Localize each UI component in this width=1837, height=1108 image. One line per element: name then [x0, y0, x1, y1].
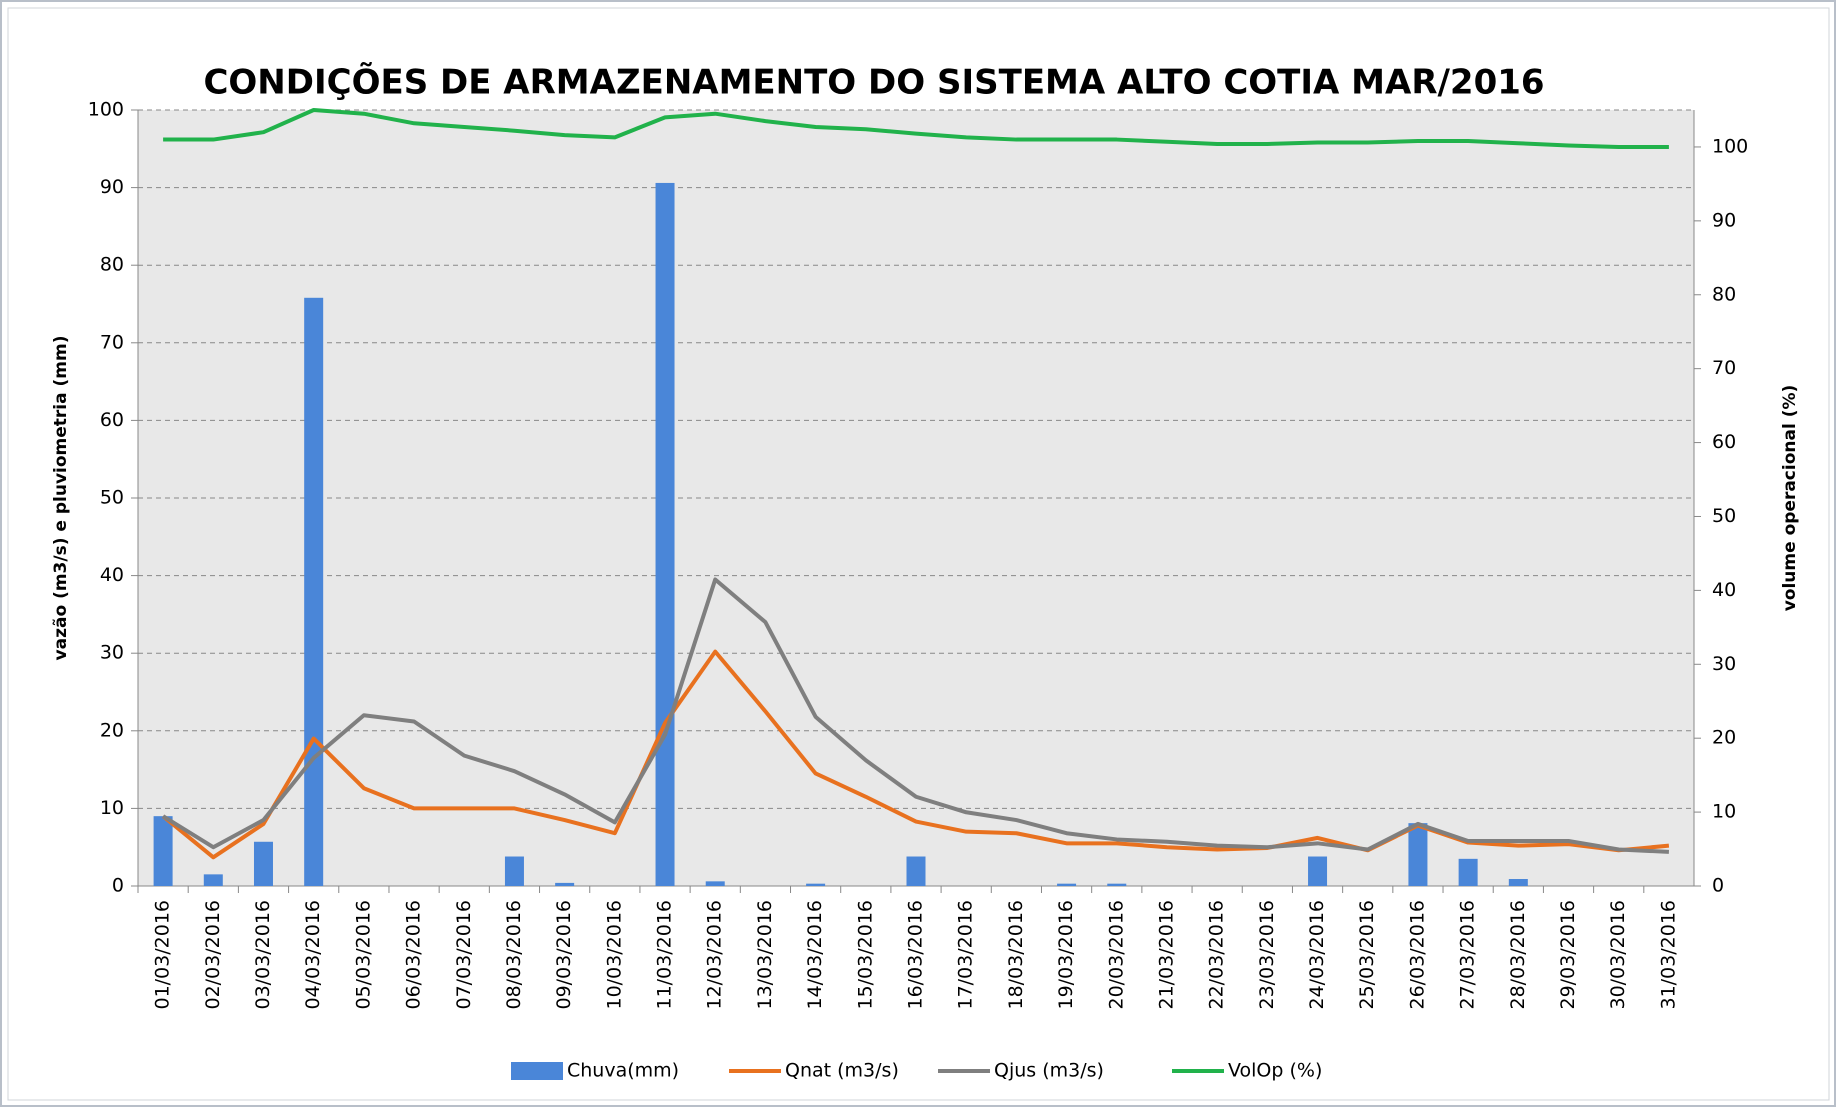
y2-tick-label: 60 — [1712, 431, 1736, 453]
bar — [1458, 858, 1478, 886]
x-tick-label: 28/03/2016 — [1507, 900, 1529, 1010]
x-tick-label: 21/03/2016 — [1155, 900, 1177, 1010]
x-tick-label: 24/03/2016 — [1306, 900, 1328, 1010]
y-tick-label: 70 — [100, 331, 124, 353]
bar — [705, 881, 725, 886]
x-tick-label: 18/03/2016 — [1005, 900, 1027, 1010]
y-tick-label: 60 — [100, 409, 124, 431]
y2-tick-label: 80 — [1712, 283, 1736, 305]
bar — [1057, 883, 1077, 886]
x-tick-label: 02/03/2016 — [202, 900, 224, 1010]
bar — [1508, 879, 1528, 886]
legend-label: Qjus (m3/s) — [994, 1060, 1104, 1082]
x-tick-label: 08/03/2016 — [503, 900, 525, 1010]
y2-axis-title: volume operacional (%) — [1780, 385, 1800, 612]
x-tick-label: 06/03/2016 — [403, 900, 425, 1010]
x-tick-label: 30/03/2016 — [1607, 900, 1629, 1010]
chart-title: CONDIÇÕES DE ARMAZENAMENTO DO SISTEMA AL… — [203, 62, 1544, 103]
x-tick-label: 07/03/2016 — [453, 900, 475, 1010]
bar — [1408, 823, 1428, 886]
bar — [655, 182, 675, 887]
y2-tick-label: 30 — [1712, 653, 1736, 675]
y2-tick-label: 70 — [1712, 357, 1736, 379]
x-tick-label: 09/03/2016 — [553, 900, 575, 1010]
y-tick-label: 80 — [100, 254, 124, 276]
y2-tick-label: 20 — [1712, 727, 1736, 749]
bar — [806, 883, 826, 886]
x-tick-label: 05/03/2016 — [352, 900, 374, 1010]
x-tick-label: 29/03/2016 — [1557, 900, 1579, 1010]
legend-label: VolOp (%) — [1228, 1060, 1322, 1082]
line-series — [163, 108, 1669, 149]
bar — [555, 882, 575, 886]
bar — [1308, 856, 1328, 886]
y2-tick-label: 0 — [1712, 875, 1724, 897]
x-tick-label: 17/03/2016 — [955, 900, 977, 1010]
y-tick-label: 10 — [100, 797, 124, 819]
x-tick-label: 31/03/2016 — [1657, 900, 1679, 1010]
x-tick-label: 25/03/2016 — [1356, 900, 1378, 1010]
x-tick-label: 15/03/2016 — [854, 900, 876, 1010]
y-tick-label: 90 — [100, 176, 124, 198]
y-tick-label: 100 — [88, 99, 124, 121]
y-axis-title: vazão (m3/s) e pluviometria (mm) — [51, 336, 71, 661]
x-tick-label: 16/03/2016 — [905, 900, 927, 1010]
x-tick-label: 20/03/2016 — [1105, 900, 1127, 1010]
bar — [304, 297, 324, 886]
x-tick-label: 13/03/2016 — [754, 900, 776, 1010]
y2-tick-label: 50 — [1712, 505, 1736, 527]
x-tick-label: 22/03/2016 — [1206, 900, 1228, 1010]
legend-label: Chuva(mm) — [567, 1060, 679, 1082]
x-tick-label: 26/03/2016 — [1406, 900, 1428, 1010]
y-tick-label: 40 — [100, 564, 124, 586]
bar — [153, 816, 173, 886]
bar — [906, 856, 926, 886]
x-tick-label: 27/03/2016 — [1457, 900, 1479, 1010]
y-tick-label: 20 — [100, 719, 124, 741]
bar — [504, 856, 524, 886]
x-tick-label: 11/03/2016 — [654, 900, 676, 1010]
legend-swatch — [511, 1062, 563, 1080]
bar — [253, 841, 273, 886]
y-tick-label: 50 — [100, 487, 124, 509]
x-tick-label: 23/03/2016 — [1256, 900, 1278, 1010]
x-tick-label: 14/03/2016 — [804, 900, 826, 1010]
legend-label: Qnat (m3/s) — [785, 1060, 899, 1082]
bar — [203, 874, 223, 886]
y-tick-label: 0 — [112, 875, 124, 897]
x-tick-label: 03/03/2016 — [252, 900, 274, 1010]
x-tick-label: 10/03/2016 — [603, 900, 625, 1010]
x-tick-label: 01/03/2016 — [152, 900, 174, 1010]
x-tick-label: 04/03/2016 — [302, 900, 324, 1010]
x-tick-label: 19/03/2016 — [1055, 900, 1077, 1010]
line-series — [162, 577, 1669, 854]
y2-tick-label: 90 — [1712, 209, 1736, 231]
y2-tick-label: 40 — [1712, 579, 1736, 601]
y2-tick-label: 10 — [1712, 801, 1736, 823]
x-tick-label: 12/03/2016 — [704, 900, 726, 1010]
bar — [1107, 883, 1127, 886]
y2-tick-label: 100 — [1712, 135, 1748, 157]
y-tick-label: 30 — [100, 642, 124, 664]
